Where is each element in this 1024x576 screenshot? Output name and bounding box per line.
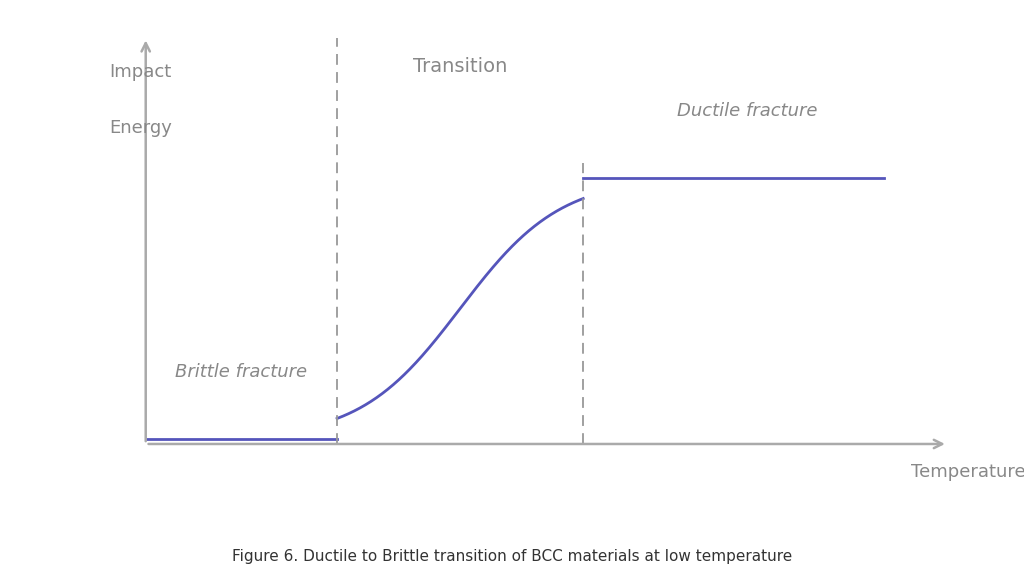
Text: Temperature: Temperature <box>911 463 1024 482</box>
Text: Ductile fracture: Ductile fracture <box>677 102 817 120</box>
Text: Brittle fracture: Brittle fracture <box>175 363 307 381</box>
Text: Energy: Energy <box>110 119 172 137</box>
Text: Figure 6. Ductile to Brittle transition of BCC materials at low temperature: Figure 6. Ductile to Brittle transition … <box>231 550 793 564</box>
Text: Transition: Transition <box>413 57 507 76</box>
Text: Impact: Impact <box>110 63 171 81</box>
